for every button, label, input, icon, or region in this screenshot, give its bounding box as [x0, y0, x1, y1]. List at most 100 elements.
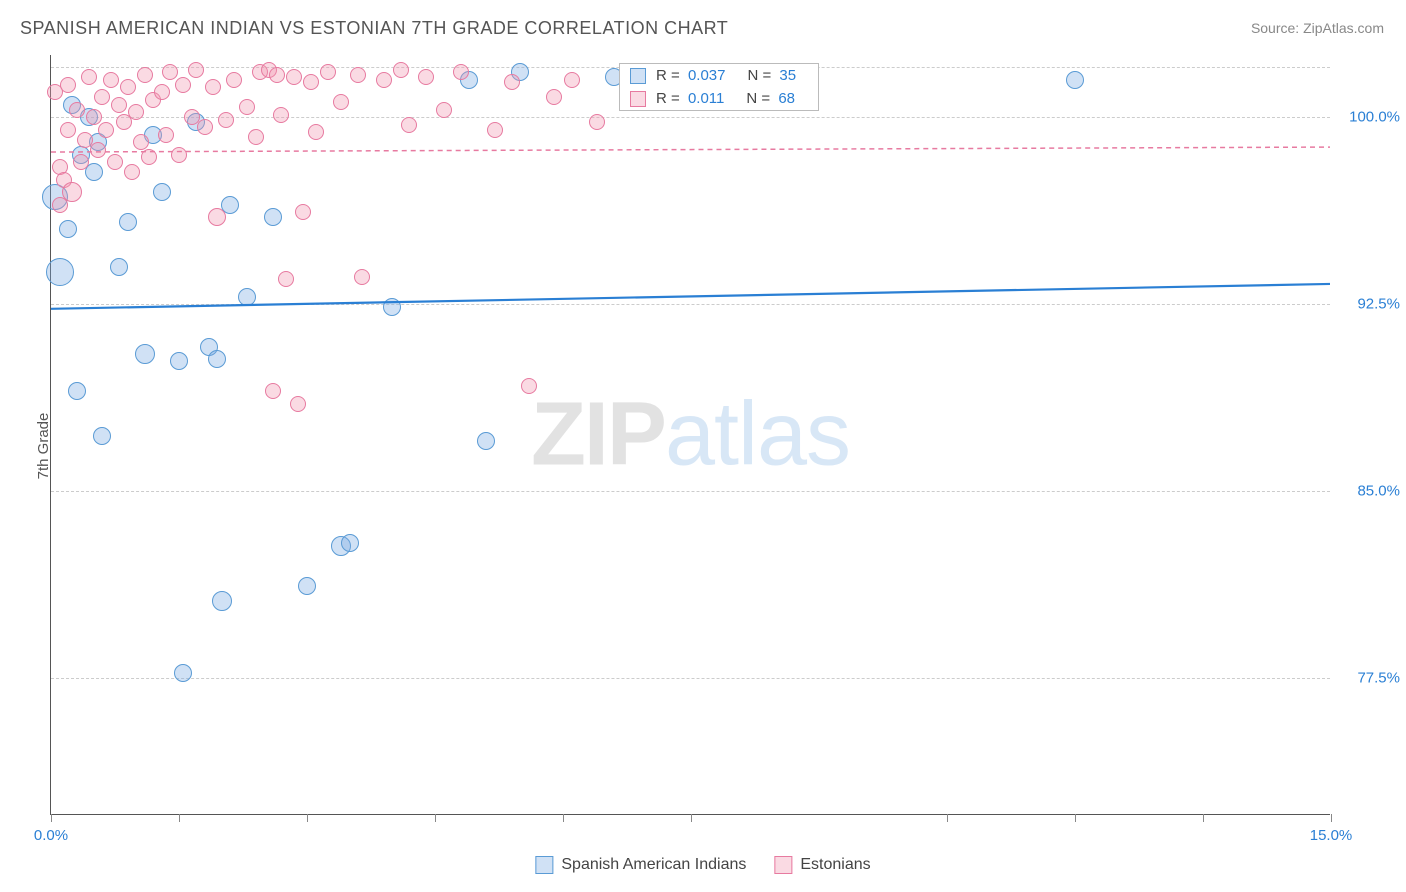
- scatter-point-pink: [248, 129, 264, 145]
- scatter-point-pink: [73, 154, 89, 170]
- scatter-point-pink: [436, 102, 452, 118]
- scatter-point-pink: [564, 72, 580, 88]
- scatter-point-blue: [212, 591, 232, 611]
- scatter-point-pink: [320, 64, 336, 80]
- trend-lines-svg: [51, 55, 1330, 814]
- x-tick: [179, 814, 180, 822]
- stat-N-blue: N = 35: [747, 67, 808, 84]
- x-tick-label: 0.0%: [34, 827, 68, 844]
- scatter-point-blue: [174, 664, 192, 682]
- x-tick: [1331, 814, 1332, 822]
- scatter-point-pink: [90, 142, 106, 158]
- chart-title: SPANISH AMERICAN INDIAN VS ESTONIAN 7TH …: [20, 18, 728, 39]
- scatter-point-pink: [226, 72, 242, 88]
- scatter-point-blue: [170, 352, 188, 370]
- scatter-point-pink: [504, 74, 520, 90]
- scatter-point-pink: [94, 89, 110, 105]
- x-tick: [563, 814, 564, 822]
- scatter-point-pink: [162, 64, 178, 80]
- scatter-point-blue: [298, 577, 316, 595]
- scatter-point-pink: [62, 182, 82, 202]
- scatter-point-pink: [521, 378, 537, 394]
- y-tick-label: 100.0%: [1340, 109, 1400, 126]
- stat-R-blue: R = 0.037: [656, 67, 737, 84]
- scatter-point-pink: [188, 62, 204, 78]
- scatter-point-pink: [171, 147, 187, 163]
- scatter-point-pink: [418, 69, 434, 85]
- scatter-point-pink: [218, 112, 234, 128]
- scatter-point-pink: [111, 97, 127, 113]
- scatter-point-pink: [393, 62, 409, 78]
- scatter-point-pink: [141, 149, 157, 165]
- x-tick: [1075, 814, 1076, 822]
- legend-label-pink: Estonians: [800, 856, 870, 874]
- scatter-point-blue: [135, 344, 155, 364]
- legend-swatch-pink: [774, 856, 792, 874]
- scatter-point-pink: [376, 72, 392, 88]
- scatter-point-pink: [546, 89, 562, 105]
- scatter-point-blue: [59, 220, 77, 238]
- scatter-point-pink: [120, 79, 136, 95]
- bottom-legend: Spanish American Indians Estonians: [535, 856, 870, 874]
- plot-inner: ZIPatlas 77.5%85.0%92.5%100.0%0.0%15.0%: [51, 55, 1330, 814]
- legend-label-blue: Spanish American Indians: [561, 856, 746, 874]
- scatter-point-blue: [238, 288, 256, 306]
- scatter-point-pink: [401, 117, 417, 133]
- stat-row-pink: R = 0.011N = 68: [620, 87, 818, 110]
- scatter-point-pink: [589, 114, 605, 130]
- scatter-point-pink: [86, 109, 102, 125]
- stat-N-pink: N = 68: [746, 90, 807, 107]
- gridline: [51, 491, 1330, 492]
- y-tick-label: 85.0%: [1340, 483, 1400, 500]
- scatter-point-pink: [350, 67, 366, 83]
- scatter-point-pink: [295, 204, 311, 220]
- scatter-point-blue: [1066, 71, 1084, 89]
- x-tick: [947, 814, 948, 822]
- scatter-point-pink: [197, 119, 213, 135]
- stat-swatch-blue: [630, 68, 646, 84]
- scatter-point-pink: [286, 69, 302, 85]
- scatter-point-pink: [333, 94, 349, 110]
- trend-line-pink: [51, 147, 1330, 152]
- scatter-point-pink: [133, 134, 149, 150]
- stat-row-blue: R = 0.037 N = 35: [620, 64, 818, 87]
- scatter-point-blue: [46, 258, 74, 286]
- scatter-point-pink: [158, 127, 174, 143]
- scatter-point-pink: [69, 102, 85, 118]
- scatter-point-blue: [68, 382, 86, 400]
- scatter-point-pink: [60, 77, 76, 93]
- scatter-point-pink: [308, 124, 324, 140]
- scatter-point-pink: [278, 271, 294, 287]
- x-tick: [307, 814, 308, 822]
- scatter-point-blue: [110, 258, 128, 276]
- scatter-point-pink: [453, 64, 469, 80]
- scatter-point-blue: [383, 298, 401, 316]
- scatter-point-blue: [153, 183, 171, 201]
- legend-swatch-blue: [535, 856, 553, 874]
- scatter-point-pink: [273, 107, 289, 123]
- watermark-zip: ZIP: [531, 384, 665, 484]
- scatter-point-pink: [290, 396, 306, 412]
- scatter-point-blue: [119, 213, 137, 231]
- y-tick-label: 77.5%: [1340, 669, 1400, 686]
- watermark-atlas: atlas: [665, 384, 850, 484]
- x-tick: [1203, 814, 1204, 822]
- scatter-point-pink: [354, 269, 370, 285]
- scatter-point-pink: [265, 383, 281, 399]
- correlation-stat-box: R = 0.037 N = 35 R = 0.011N = 68: [619, 63, 819, 111]
- scatter-point-pink: [239, 99, 255, 115]
- scatter-point-pink: [81, 69, 97, 85]
- stat-swatch-pink: [630, 91, 646, 107]
- scatter-point-blue: [208, 350, 226, 368]
- plot-area: ZIPatlas 77.5%85.0%92.5%100.0%0.0%15.0% …: [50, 55, 1330, 815]
- scatter-point-pink: [124, 164, 140, 180]
- y-tick-label: 92.5%: [1340, 296, 1400, 313]
- scatter-point-pink: [303, 74, 319, 90]
- scatter-point-pink: [103, 72, 119, 88]
- x-tick: [691, 814, 692, 822]
- scatter-point-pink: [175, 77, 191, 93]
- scatter-point-pink: [137, 67, 153, 83]
- scatter-point-pink: [60, 122, 76, 138]
- gridline: [51, 117, 1330, 118]
- x-tick-label: 15.0%: [1310, 827, 1353, 844]
